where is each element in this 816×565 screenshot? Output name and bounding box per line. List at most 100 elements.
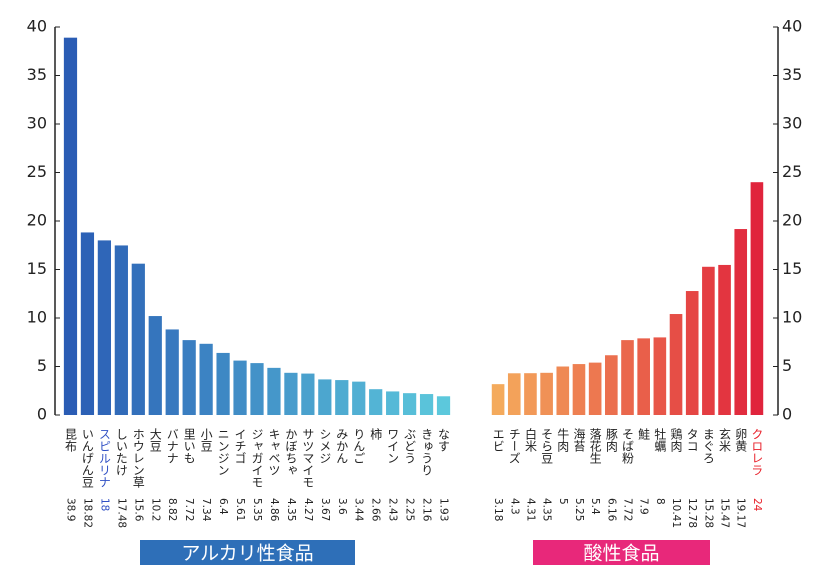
bar (284, 372, 298, 415)
category-label: なす (437, 428, 451, 452)
category-label: 牡蠣 (653, 427, 667, 452)
value-label: 3.44 (353, 498, 365, 522)
value-label: 4.86 (268, 498, 280, 522)
value-label: 17.48 (115, 498, 127, 528)
banner-label: 酸性食品 (583, 543, 659, 565)
value-label: 4.35 (285, 498, 297, 521)
bar (524, 373, 537, 415)
bar (97, 240, 112, 415)
value-label: 7.9 (638, 498, 650, 515)
y-tick-label: 10 (782, 308, 802, 327)
value-label: 15.28 (702, 498, 714, 528)
bar (80, 232, 95, 415)
category-banner (140, 540, 355, 565)
value-label: 8 (654, 498, 666, 505)
value-label: 10.2 (149, 498, 161, 521)
value-label: 3.67 (319, 498, 331, 521)
value-label: 24 (751, 498, 763, 512)
value-label: 18.82 (81, 498, 93, 528)
category-label: チーズ (507, 428, 521, 464)
category-label: 小豆 (199, 428, 213, 452)
bar (718, 264, 731, 415)
value-label: 12.78 (686, 498, 698, 528)
value-label: 5 (557, 498, 569, 505)
value-label: 19.17 (735, 498, 747, 528)
y-tick-label: 35 (782, 65, 802, 84)
value-label: 7.72 (622, 498, 634, 521)
category-label: 里いも (182, 428, 196, 464)
bar (267, 367, 281, 415)
bar (369, 389, 383, 415)
y-tick-label: 5 (37, 356, 47, 375)
bar (653, 337, 667, 415)
value-label: 15.6 (132, 498, 144, 522)
value-label: 15.47 (719, 498, 731, 528)
category-label: 昆布 (63, 428, 77, 453)
y-tick-label: 40 (27, 17, 47, 36)
value-label: 10.41 (670, 498, 682, 528)
category-label: サツマイモ (301, 428, 315, 488)
category-label: ワイン (386, 428, 400, 464)
bar (637, 338, 650, 415)
category-label: きゅうり (420, 428, 434, 476)
value-label: 1.93 (438, 498, 450, 521)
category-label: クロレラ (750, 428, 764, 476)
category-label: みかん (335, 428, 349, 464)
value-label: 4.35 (541, 498, 553, 521)
category-label: いんげん豆 (80, 428, 94, 488)
bar (335, 380, 349, 415)
category-label: バナナ (165, 428, 179, 464)
value-label: 3.6 (336, 498, 348, 515)
category-label: ぶどう (403, 428, 417, 464)
category-label: キャベツ (267, 428, 281, 476)
bar (436, 396, 451, 415)
category-label: エビ (491, 428, 505, 452)
bar (114, 245, 128, 415)
bar (621, 340, 634, 415)
bar (588, 362, 602, 415)
bar (507, 373, 521, 415)
category-label: かぼちゃ (284, 428, 298, 476)
y-tick-label: 25 (27, 162, 47, 181)
value-label: 5.4 (589, 498, 601, 515)
bar (148, 316, 162, 415)
value-label: 8.82 (166, 498, 178, 521)
y-tick-label: 0 (782, 405, 792, 424)
bar (165, 329, 179, 415)
category-label: 柿 (369, 427, 383, 440)
category-label: 鶏肉 (669, 428, 683, 452)
category-label: ニンジン (216, 428, 230, 476)
value-label: 4.3 (508, 498, 520, 515)
category-label: スピルリナ (97, 428, 111, 488)
category-label: ホウレン草 (131, 428, 145, 488)
bar (419, 394, 434, 415)
bar (702, 266, 715, 415)
bar (199, 343, 213, 415)
value-label: 2.66 (370, 498, 382, 522)
y-tick-label: 15 (27, 259, 47, 278)
category-label: 鮭 (637, 427, 651, 441)
category-label: そら豆 (540, 428, 554, 464)
category-banner (533, 540, 710, 565)
bar (131, 263, 145, 415)
bar (572, 364, 586, 415)
category-label: まぐろ (701, 428, 715, 464)
value-label: 5.61 (234, 498, 246, 521)
category-label: りんご (352, 428, 366, 464)
bar (63, 37, 78, 416)
bar (669, 314, 683, 415)
value-label: 18 (98, 498, 110, 511)
bar (386, 391, 400, 415)
value-label: 7.34 (200, 498, 212, 522)
bar (301, 373, 315, 415)
category-label: タコ (685, 428, 699, 452)
bar (402, 393, 417, 415)
category-label: 玄米 (718, 427, 732, 452)
value-label: 6.4 (217, 498, 229, 515)
value-label: 2.25 (404, 498, 416, 521)
bar (491, 384, 505, 415)
value-label: 3.18 (492, 498, 504, 521)
category-label: しいたけ (114, 428, 128, 476)
y-tick-label: 20 (27, 211, 47, 230)
